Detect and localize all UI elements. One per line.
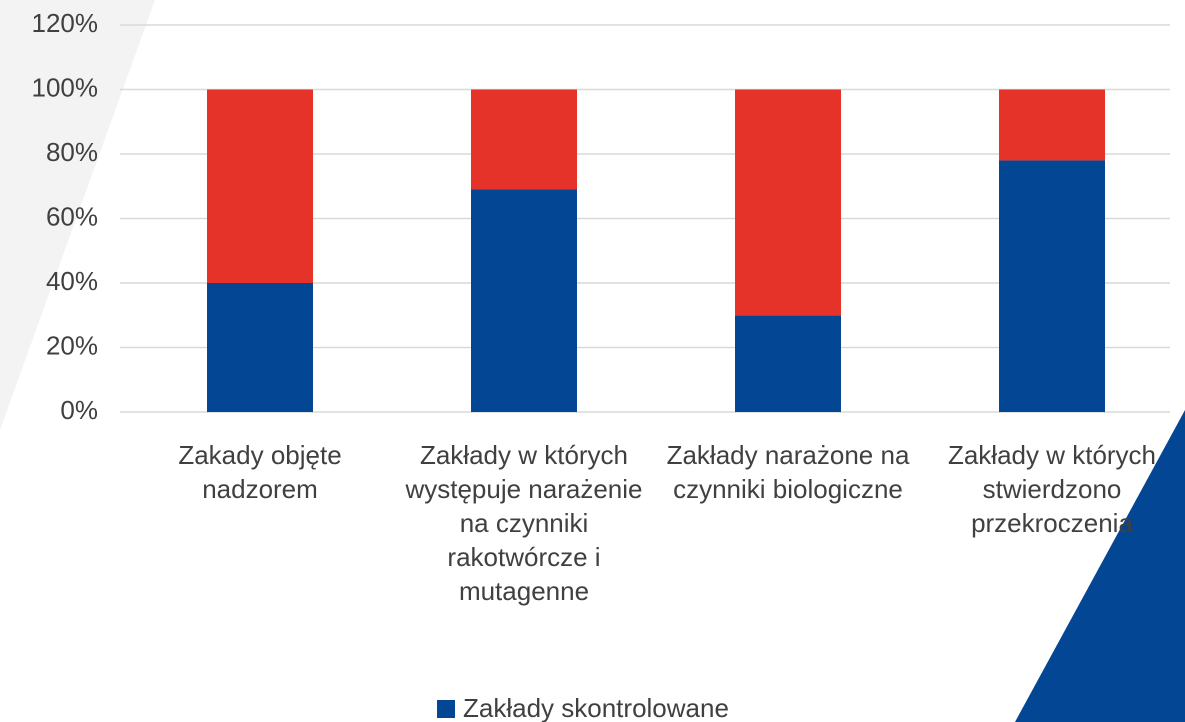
x-tick-label: Zakłady w których stwierdzono przekrocze… [947,440,1157,538]
x-tick-label: Zakłady w których występuje narażenie na… [405,440,643,606]
bar-segment [207,283,313,412]
bar-segment [471,89,577,190]
bar-segment [999,89,1105,161]
bg-shape [0,0,155,430]
bg-triangle [1015,410,1185,722]
legend-swatch [437,700,455,718]
bar-segment [735,315,841,412]
y-tick-label: 120% [32,8,99,38]
y-tick-label: 20% [46,330,98,360]
bar-segment [207,89,313,283]
x-tick-label: Zakłady narażone na czynniki biologiczne [666,440,910,504]
y-tick-label: 100% [32,72,99,102]
bar-segment [999,160,1105,412]
bar-segment [735,89,841,316]
y-tick-label: 0% [60,395,98,425]
y-tick-label: 40% [46,266,98,296]
legend-label: Zakłady skontrolowane [463,693,729,722]
y-tick-label: 80% [46,137,98,167]
y-tick-label: 60% [46,201,98,231]
bar-segment [471,189,577,412]
x-tick-label: Zakady objęte nadzorem [178,440,342,504]
